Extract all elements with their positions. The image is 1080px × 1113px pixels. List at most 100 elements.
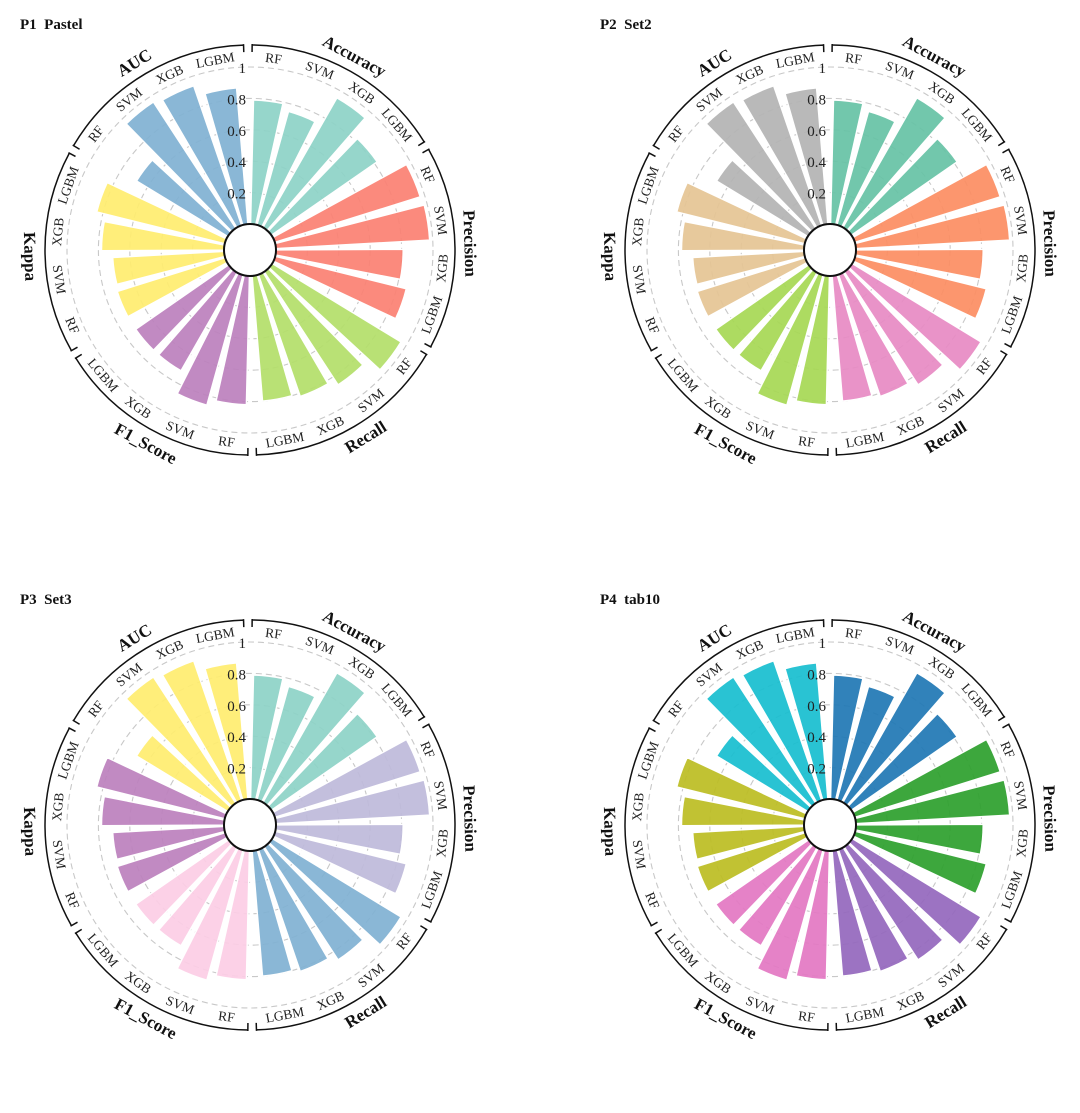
model-label-svm: SVM [693,660,725,690]
model-label-xgb: XGB [629,792,647,822]
model-label-rf: RF [844,625,863,642]
radial-tick-label: 0.4 [227,730,246,746]
model-label-xgb: XGB [346,653,378,682]
model-label-svm: SVM [693,85,725,115]
model-label-xgb: XGB [154,62,186,88]
model-label-xgb: XGB [49,792,67,822]
model-label-lgbm: LGBM [635,739,662,781]
model-label-xgb: XGB [926,653,958,682]
metric-bracket-tick [68,153,75,157]
radial-tick-label: 0.6 [227,699,246,715]
model-label-xgb: XGB [734,62,766,88]
radial-tick-label: 1 [239,61,247,77]
metric-label-precision: Precision [1039,785,1060,853]
center-circle [804,799,856,851]
model-label-rf: RF [844,50,863,67]
metric-bracket-tick [75,354,82,358]
radial-tick-label: 1 [239,636,247,652]
model-label-svm: SVM [355,385,387,415]
metric-label-precision: Precision [459,210,480,278]
metric-bracket-tick [424,919,431,923]
model-label-svm: SVM [1011,205,1030,236]
radial-tick-label: 0.4 [807,730,826,746]
metric-bracket-tick [71,922,78,926]
model-label-svm: SVM [50,264,69,295]
model-label-rf: RF [665,697,687,720]
model-label-xgb: XGB [433,253,451,283]
center-circle [224,224,276,276]
model-label-rf: RF [973,930,995,953]
model-label-svm: SVM [431,205,450,236]
model-label-xgb: XGB [1013,828,1031,858]
metric-label-recall: Recall [921,992,970,1032]
model-label-lgbm: LGBM [264,1004,305,1026]
model-label-lgbm: LGBM [418,869,445,911]
metric-label-kappa: Kappa [20,807,40,857]
radial-tick-label: 0.6 [807,124,826,140]
radial-tick-label: 0.6 [227,124,246,140]
metric-bracket-tick [68,728,75,732]
model-label-xgb: XGB [154,637,186,663]
metric-label-auc: AUC [114,45,155,81]
metric-bracket-tick [423,149,430,153]
model-label-rf: RF [797,1008,816,1025]
model-label-lgbm: LGBM [998,869,1025,911]
metric-label-kappa: Kappa [600,807,620,857]
metric-bracket-tick [1003,149,1010,153]
metric-label-auc: AUC [694,45,735,81]
metric-bracket-tick [418,141,425,145]
model-label-svm: SVM [355,960,387,990]
radial-tick-label: 0.2 [807,187,826,203]
model-label-xgb: XGB [314,988,346,1014]
model-label-svm: SVM [113,85,145,115]
metric-label-auc: AUC [114,620,155,656]
model-label-lgbm: LGBM [998,294,1025,336]
model-label-xgb: XGB [1013,253,1031,283]
metric-bracket-tick [998,716,1005,720]
model-label-xgb: XGB [346,78,378,107]
model-label-svm: SVM [630,839,649,870]
metric-bracket-tick [651,347,658,351]
metric-bracket-tick [1003,724,1010,728]
model-label-xgb: XGB [122,393,154,422]
model-label-svm: SVM [935,960,967,990]
metric-label-precision: Precision [459,785,480,853]
model-label-xgb: XGB [734,637,766,663]
model-label-xgb: XGB [629,217,647,247]
metric-bracket-tick [1000,926,1007,930]
radial-tick-label: 1 [819,61,827,77]
metric-label-recall: Recall [341,417,390,457]
metric-bracket-tick [73,145,80,149]
metric-bracket-tick [420,926,427,930]
model-label-xgb: XGB [49,217,67,247]
model-label-svm: SVM [1011,780,1030,811]
metric-bracket-tick [648,153,655,157]
model-label-svm: SVM [431,780,450,811]
model-label-rf: RF [973,355,995,378]
model-label-lgbm: LGBM [85,355,122,394]
metric-bracket-tick [71,347,78,351]
metric-bracket-tick [998,141,1005,145]
center-circle [224,799,276,851]
model-label-svm: SVM [935,385,967,415]
metric-bracket-tick [655,354,662,358]
metric-bracket-tick [1000,351,1007,355]
model-label-xgb: XGB [702,968,734,997]
model-label-lgbm: LGBM [665,930,702,969]
model-label-xgb: XGB [314,413,346,439]
metric-label-recall: Recall [341,992,390,1032]
model-label-rf: RF [665,122,687,145]
model-label-rf: RF [264,50,283,67]
model-label-rf: RF [85,697,107,720]
model-label-rf: RF [264,625,283,642]
radial-tick-label: 0.2 [227,762,246,778]
model-label-lgbm: LGBM [844,1004,885,1026]
radial-tick-label: 0.4 [227,155,246,171]
metric-bracket-tick [651,922,658,926]
radial-tick-label: 0.4 [807,155,826,171]
metric-bracket-tick [653,145,660,149]
